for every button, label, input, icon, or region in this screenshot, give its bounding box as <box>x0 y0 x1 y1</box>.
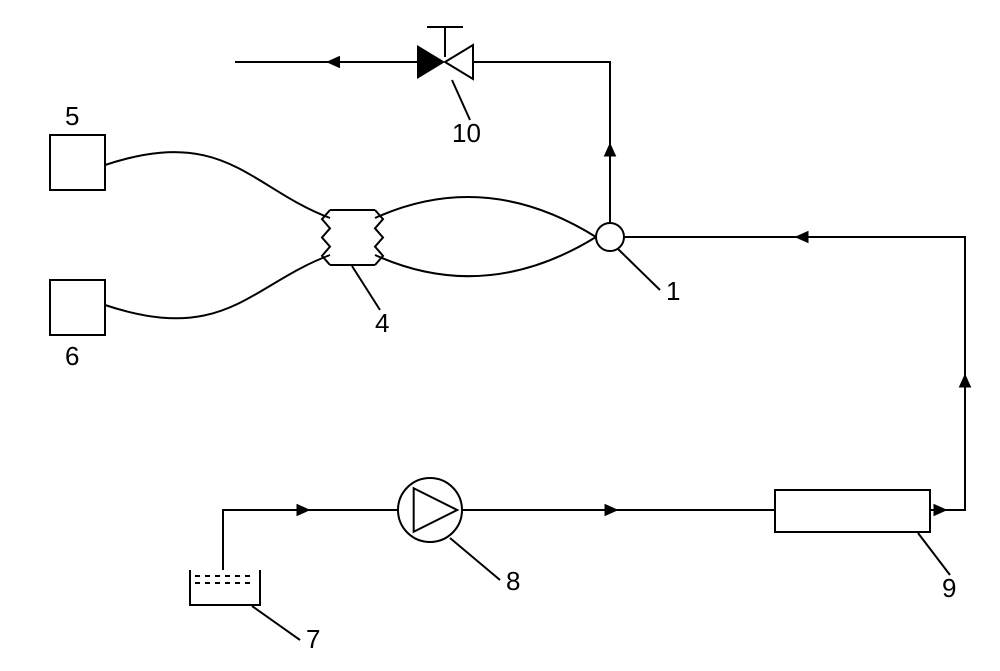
leader-line <box>450 538 500 580</box>
node6-rect <box>50 280 105 335</box>
large-loop <box>105 152 330 318</box>
node9-rect <box>775 490 930 532</box>
num-9: 9 <box>942 573 956 603</box>
small-loop <box>375 197 596 276</box>
leader-line <box>618 249 660 290</box>
leader-line <box>918 533 950 575</box>
num-8: 8 <box>506 566 520 596</box>
node4-exchanger <box>330 210 375 265</box>
num-4: 4 <box>375 308 389 338</box>
num-7: 7 <box>306 624 320 654</box>
leader-line <box>452 80 470 120</box>
node5-rect <box>50 135 105 190</box>
node8-pump <box>398 478 462 542</box>
leader-line <box>252 606 300 640</box>
pipe <box>223 510 398 570</box>
num-1: 1 <box>666 276 680 306</box>
leader-line <box>352 266 380 310</box>
node10-valve <box>417 45 445 79</box>
num-6: 6 <box>65 341 79 371</box>
num-10: 10 <box>452 118 481 148</box>
num-5: 5 <box>65 101 79 131</box>
node1-junction <box>596 223 624 251</box>
